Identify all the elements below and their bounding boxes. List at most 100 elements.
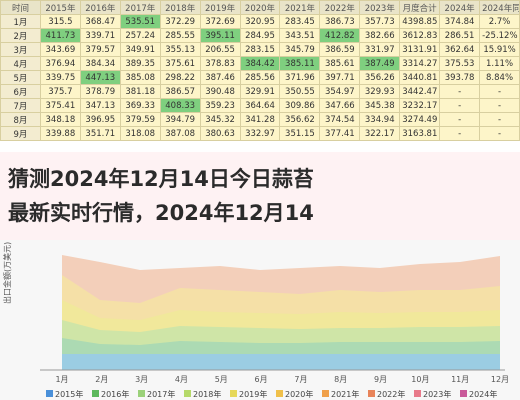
legend-label: 2020年	[285, 389, 313, 399]
legend-swatch	[184, 390, 191, 397]
legend-label: 2023年	[423, 389, 451, 399]
value-cell: -	[479, 126, 520, 141]
value-cell: 2.7%	[479, 14, 520, 29]
x-tick-label: 7月	[294, 375, 307, 384]
header-cell: 2018年	[159, 0, 201, 15]
value-cell: 356.62	[279, 112, 321, 127]
legend-swatch	[414, 390, 421, 397]
header-cell: 2024年	[439, 0, 481, 15]
value-cell: -	[439, 98, 481, 113]
banner	[0, 152, 520, 240]
value-cell: 3274.49	[399, 112, 441, 127]
legend-label: 2021年	[331, 389, 359, 399]
value-cell: 397.71	[319, 70, 361, 85]
value-cell: 385.61	[319, 56, 361, 71]
legend-label: 2019年	[239, 389, 267, 399]
header-cell: 2021年	[279, 0, 321, 15]
value-cell: 298.22	[159, 70, 201, 85]
banner-title: 猜测2024年12月14日今日蒜苔	[7, 167, 314, 191]
table-row: 1月 315.5 368.47 535.51 372.29 372.69 320.95 283…	[0, 14, 520, 29]
value-cell: 8.84%	[479, 70, 520, 85]
banner-title: 最新实时行情，2024年12月14	[8, 201, 314, 225]
value-cell: 347.66	[319, 98, 361, 113]
value-cell: 535.51	[119, 14, 161, 29]
value-cell: 387.08	[159, 126, 201, 141]
x-tick-label: 4月	[175, 375, 188, 384]
value-cell: 3163.81	[399, 126, 441, 141]
value-cell: 375.7	[39, 84, 81, 99]
value-cell: 351.71	[79, 126, 121, 141]
legend-swatch	[46, 390, 53, 397]
value-cell: 386.59	[319, 42, 361, 57]
value-cell: 386.73	[319, 14, 361, 29]
value-cell: 322.17	[359, 126, 401, 141]
value-cell: 377.41	[319, 126, 361, 141]
value-cell: 343.51	[279, 28, 321, 43]
value-cell: -	[439, 126, 481, 141]
table-row: 9月 339.88 351.71 318.08 387.08 380.63 332.97 35…	[0, 126, 520, 141]
x-tick-label: 6月	[255, 375, 268, 384]
value-cell: 283.45	[279, 14, 321, 29]
value-cell: 283.15	[239, 42, 281, 57]
header-cell: 时间	[0, 0, 41, 15]
data-table: 时间 2015年 2016年 2017年 2018年 2019年 2020年 2021年 202…	[0, 0, 520, 141]
x-tick-label: 3月	[135, 375, 148, 384]
month-cell: 9月	[0, 126, 41, 141]
value-cell: 3131.91	[399, 42, 441, 57]
legend-swatch	[276, 390, 283, 397]
value-cell: 384.42	[239, 56, 281, 71]
header-cell: 2024年同比	[479, 0, 520, 15]
legend-label: 2022年	[377, 389, 405, 399]
legend-swatch	[92, 390, 99, 397]
value-cell: 378.79	[79, 84, 121, 99]
value-cell: 380.63	[199, 126, 241, 141]
legend-swatch	[230, 390, 237, 397]
value-cell: 285.56	[239, 70, 281, 85]
x-tick-label: 10月	[411, 375, 429, 384]
month-cell: 6月	[0, 84, 41, 99]
value-cell: 368.47	[79, 14, 121, 29]
value-cell: 379.59	[119, 112, 161, 127]
value-cell: 412.82	[319, 28, 361, 43]
table-row: 8月 348.18 396.95 379.59 394.79 345.32 341.28 35…	[0, 112, 520, 127]
x-tick-label: 11月	[451, 375, 469, 384]
value-cell: 318.08	[119, 126, 161, 141]
value-cell: 355.13	[159, 42, 201, 57]
value-cell: 396.95	[79, 112, 121, 127]
x-tick-label: 12月	[491, 375, 509, 384]
value-cell: 332.97	[239, 126, 281, 141]
legend-swatch	[460, 390, 467, 397]
value-cell: -	[439, 112, 481, 127]
value-cell: -	[479, 112, 520, 127]
value-cell: 309.86	[279, 98, 321, 113]
month-cell: 4月	[0, 56, 41, 71]
value-cell: 3440.81	[399, 70, 441, 85]
legend-swatch	[322, 390, 329, 397]
x-tick-label: 1月	[55, 375, 68, 384]
value-cell: 372.69	[199, 14, 241, 29]
value-cell: 329.93	[359, 84, 401, 99]
value-cell: 206.55	[199, 42, 241, 57]
value-cell: 347.13	[79, 98, 121, 113]
stacked-areas	[62, 255, 500, 370]
value-cell: 374.54	[319, 112, 361, 127]
value-cell: 375.53	[439, 56, 481, 71]
header-cell: 2019年	[199, 0, 241, 15]
value-cell: 351.15	[279, 126, 321, 141]
legend-label: 2015年	[55, 389, 83, 399]
x-tick-label: 9月	[374, 375, 387, 384]
header-cell: 月度合计	[399, 0, 441, 15]
table-row: 6月 375.7 378.79 381.18 386.57 390.48 329.91 350…	[0, 84, 520, 99]
x-tick-label: 5月	[215, 375, 228, 384]
x-tick-label: 8月	[334, 375, 347, 384]
value-cell: 4398.85	[399, 14, 441, 29]
legend-swatch	[138, 390, 145, 397]
value-cell: 364.64	[239, 98, 281, 113]
value-cell: 371.96	[279, 70, 321, 85]
value-cell: 350.55	[279, 84, 321, 99]
legend-label: 2017年	[147, 389, 175, 399]
header-cell: 2015年	[39, 0, 81, 15]
header-cell: 2022年	[319, 0, 361, 15]
